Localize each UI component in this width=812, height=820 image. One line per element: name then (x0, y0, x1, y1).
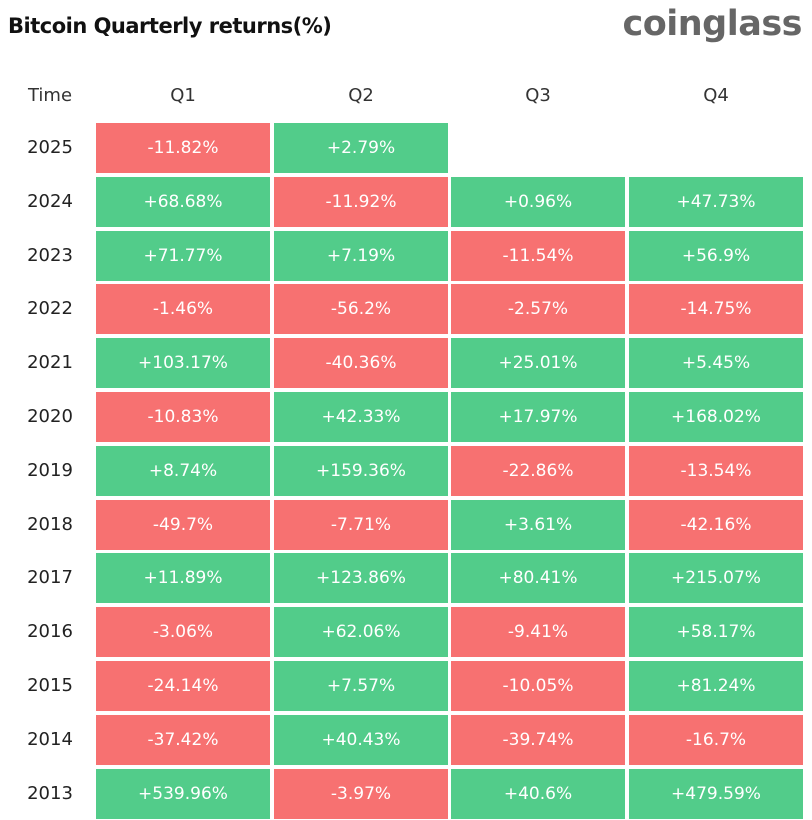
year-label: 2022 (27, 298, 73, 319)
year-label: 2023 (27, 245, 73, 266)
return-cell: -11.54% (451, 231, 625, 281)
return-cell: +123.86% (274, 553, 448, 603)
return-cell: +56.9% (629, 231, 803, 281)
return-cell: +8.74% (96, 446, 270, 496)
return-cell: +68.68% (96, 177, 270, 227)
return-cell: -11.82% (96, 123, 270, 173)
return-cell: +17.97% (451, 392, 625, 442)
return-cell: -37.42% (96, 715, 270, 765)
chart-title: Bitcoin Quarterly returns(%) (8, 14, 332, 38)
return-cell: -10.83% (96, 392, 270, 442)
return-cell: -7.71% (274, 500, 448, 550)
return-cell: +168.02% (629, 392, 803, 442)
year-label: 2016 (27, 621, 73, 642)
column-header-q2: Q2 (348, 85, 374, 106)
return-cell: +103.17% (96, 338, 270, 388)
return-cell: +42.33% (274, 392, 448, 442)
return-cell: +40.43% (274, 715, 448, 765)
return-cell: +539.96% (96, 769, 270, 819)
return-cell: -22.86% (451, 446, 625, 496)
year-label: 2013 (27, 783, 73, 804)
year-label: 2024 (27, 191, 73, 212)
return-cell: -3.97% (274, 769, 448, 819)
return-cell: +47.73% (629, 177, 803, 227)
return-cell: +7.19% (274, 231, 448, 281)
return-cell: +58.17% (629, 607, 803, 657)
return-cell: -1.46% (96, 284, 270, 334)
return-cell: -11.92% (274, 177, 448, 227)
column-header-q1: Q1 (170, 85, 196, 106)
return-cell: +215.07% (629, 553, 803, 603)
return-cell: +81.24% (629, 661, 803, 711)
year-label: 2014 (27, 729, 73, 750)
year-label: 2021 (27, 352, 73, 373)
return-cell: -49.7% (96, 500, 270, 550)
year-label: 2019 (27, 460, 73, 481)
return-cell: +40.6% (451, 769, 625, 819)
return-cell: -3.06% (96, 607, 270, 657)
return-cell: +25.01% (451, 338, 625, 388)
year-label: 2018 (27, 514, 73, 535)
return-cell: +159.36% (274, 446, 448, 496)
year-label: 2025 (27, 137, 73, 158)
column-header-q4: Q4 (703, 85, 729, 106)
return-cell: -24.14% (96, 661, 270, 711)
return-cell: -56.2% (274, 284, 448, 334)
return-cell: +3.61% (451, 500, 625, 550)
return-cell: +62.06% (274, 607, 448, 657)
return-cell: -9.41% (451, 607, 625, 657)
return-cell: -40.36% (274, 338, 448, 388)
return-cell: -16.7% (629, 715, 803, 765)
return-cell: +11.89% (96, 553, 270, 603)
return-cell: +7.57% (274, 661, 448, 711)
return-cell: +5.45% (629, 338, 803, 388)
return-cell: -10.05% (451, 661, 625, 711)
brand-logo: coinglass (622, 4, 802, 44)
year-label: 2020 (27, 406, 73, 427)
year-label: 2017 (27, 567, 73, 588)
year-label: 2015 (27, 675, 73, 696)
return-cell: -2.57% (451, 284, 625, 334)
return-cell: -42.16% (629, 500, 803, 550)
time-column-header: Time (27, 85, 73, 106)
return-cell: -13.54% (629, 446, 803, 496)
return-cell: +71.77% (96, 231, 270, 281)
return-cell: +0.96% (451, 177, 625, 227)
return-cell: +2.79% (274, 123, 448, 173)
column-header-q3: Q3 (525, 85, 551, 106)
return-cell: -14.75% (629, 284, 803, 334)
return-cell: +80.41% (451, 553, 625, 603)
return-cell: +479.59% (629, 769, 803, 819)
return-cell: -39.74% (451, 715, 625, 765)
